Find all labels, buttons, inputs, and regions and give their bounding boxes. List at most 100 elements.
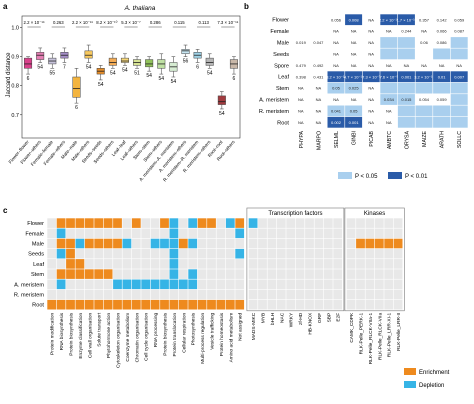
heatmap-cell bbox=[380, 105, 398, 117]
cell-value: 0.025 bbox=[349, 86, 360, 91]
heatmap-cell bbox=[235, 289, 245, 300]
heatmap-cell bbox=[216, 218, 226, 228]
column-label: Multi-process regulation bbox=[200, 312, 206, 363]
heatmap-cell bbox=[131, 248, 141, 259]
heatmap-cell bbox=[122, 238, 132, 249]
cell-value: NA bbox=[333, 97, 339, 102]
heatmap-cell bbox=[415, 25, 433, 37]
heatmap-cell bbox=[47, 289, 57, 300]
heatmap-cell bbox=[94, 259, 104, 269]
heatmap-cell bbox=[267, 218, 277, 228]
heatmap-cell bbox=[362, 71, 380, 83]
row-label: Female bbox=[25, 231, 44, 237]
heatmap-cell bbox=[327, 82, 345, 94]
heatmap-cell bbox=[84, 279, 94, 290]
heatmap-cell bbox=[286, 279, 296, 290]
heatmap-cell bbox=[295, 299, 305, 310]
legend-label: P < 0.05 bbox=[355, 174, 378, 180]
heatmap-cell bbox=[309, 116, 327, 128]
heatmap-cell bbox=[94, 269, 104, 279]
n-label: 54 bbox=[98, 82, 104, 88]
heatmap-cell bbox=[235, 218, 245, 228]
heatmap-cell bbox=[356, 269, 365, 279]
cell-value: NA bbox=[404, 63, 410, 68]
column-label: RLK-Pelle_PERK-1 bbox=[359, 312, 365, 354]
heatmap-cell bbox=[141, 279, 151, 290]
heatmap-cell bbox=[178, 218, 188, 228]
heatmap-cell bbox=[276, 299, 286, 310]
heatmap-cell bbox=[276, 279, 286, 290]
column-label: RNA biosynthesis bbox=[59, 312, 65, 350]
heatmap-cell bbox=[380, 116, 398, 128]
heatmap-cell bbox=[113, 289, 122, 300]
heatmap-cell bbox=[309, 82, 327, 94]
heatmap-cell bbox=[66, 238, 75, 249]
heatmap-cell bbox=[314, 238, 324, 249]
heatmap-cell bbox=[160, 238, 169, 249]
heatmap-cell bbox=[380, 37, 398, 48]
heatmap-cell bbox=[197, 228, 207, 239]
cell-value: 0.066 bbox=[437, 29, 448, 34]
heatmap-cell bbox=[169, 259, 179, 269]
heatmap-cell bbox=[356, 228, 365, 239]
p-value: 0.286 bbox=[150, 20, 161, 25]
heatmap-cell bbox=[248, 299, 258, 310]
legend-swatch bbox=[404, 368, 416, 375]
column-label: GRF bbox=[317, 313, 323, 323]
cell-value: NA bbox=[351, 63, 357, 68]
heatmap-cell bbox=[258, 299, 267, 310]
heatmap-cell bbox=[384, 228, 394, 239]
heatmap-cell bbox=[94, 248, 104, 259]
heatmap-cell bbox=[169, 269, 179, 279]
heatmap-cell bbox=[56, 218, 66, 228]
column-label: RLK-Pelle_LRR-II bbox=[396, 313, 402, 351]
heatmap-cell bbox=[197, 279, 207, 290]
heatmap-cell bbox=[374, 238, 384, 249]
heatmap-cell bbox=[356, 218, 365, 228]
column-label: RLK-Pelle_RLCK-VIIa-1 bbox=[368, 312, 374, 364]
heatmap-cell bbox=[84, 248, 94, 259]
heatmap-cell bbox=[384, 248, 394, 259]
heatmap-cell bbox=[47, 269, 57, 279]
heatmap-cell bbox=[225, 238, 235, 249]
cell-value: NA bbox=[456, 63, 462, 68]
heatmap-cell bbox=[305, 228, 314, 239]
heatmap-cell bbox=[235, 279, 245, 290]
section-title: Kinases bbox=[364, 211, 385, 217]
column-label: MAIZE bbox=[422, 130, 428, 146]
heatmap-cell bbox=[415, 14, 433, 26]
legend-swatch bbox=[338, 172, 352, 179]
n-label: 54 bbox=[110, 70, 116, 76]
heatmap-cell bbox=[415, 82, 433, 94]
heatmap-cell bbox=[160, 228, 169, 239]
heatmap-cell bbox=[292, 59, 310, 71]
heatmap-cell bbox=[393, 279, 403, 290]
column-label: Solute transport bbox=[97, 312, 103, 347]
heatmap-cell bbox=[188, 248, 198, 259]
heatmap-cell bbox=[197, 218, 207, 228]
heatmap-cell bbox=[393, 238, 403, 249]
heatmap-cell bbox=[356, 299, 365, 310]
heatmap-cell bbox=[131, 228, 141, 239]
heatmap-cell bbox=[356, 248, 365, 259]
box bbox=[145, 59, 154, 68]
heatmap-cell bbox=[188, 289, 198, 300]
p-value: 0.113 bbox=[198, 20, 209, 25]
heatmap-cell bbox=[169, 299, 179, 310]
heatmap-cell bbox=[323, 238, 333, 249]
heatmap-cell bbox=[75, 238, 85, 249]
heatmap-cell bbox=[397, 116, 415, 128]
heatmap-cell bbox=[305, 259, 314, 269]
heatmap-cell bbox=[345, 105, 363, 117]
heatmap-cell bbox=[362, 94, 380, 105]
heatmap-cell bbox=[150, 238, 160, 249]
heatmap-cell bbox=[374, 279, 384, 290]
heatmap-cell bbox=[113, 259, 122, 269]
cell-value: NA bbox=[386, 29, 392, 34]
heatmap-cell bbox=[397, 14, 415, 26]
heatmap-cell bbox=[169, 289, 179, 300]
column-label: Cellular respiration bbox=[181, 312, 187, 352]
heatmap-cell bbox=[345, 14, 363, 26]
heatmap-cell bbox=[393, 259, 403, 269]
heatmap-cell bbox=[197, 289, 207, 300]
